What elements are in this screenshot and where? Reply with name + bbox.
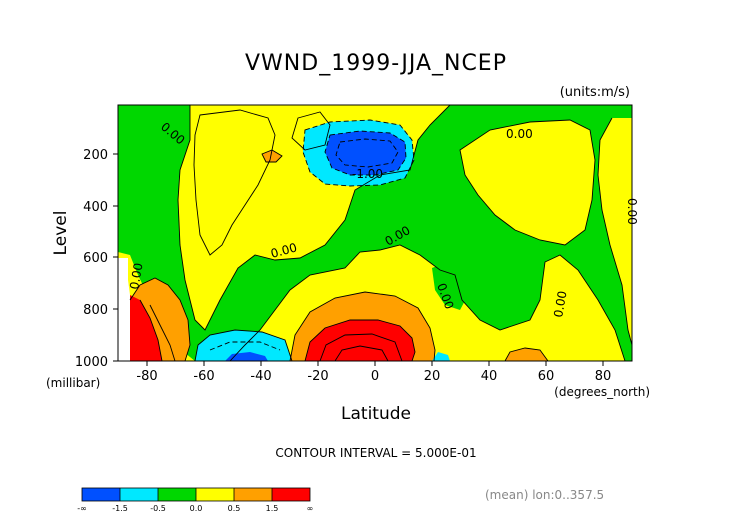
contour-label: -1.00 [352,167,383,181]
y-tick-label: 400 [83,200,108,215]
y-tick-label: 600 [83,251,108,266]
colorbar-label: 0.0 [190,504,203,513]
colorbar-label: ∞ [307,504,314,513]
red-region-left [130,295,162,361]
contour-label: 0.00 [551,290,569,319]
x-axis [146,361,604,366]
x-axis-label: Latitude [341,404,411,424]
x-tick-label: 20 [424,369,441,384]
contour-label: 0.00 [506,127,533,141]
orange-region-right [505,348,548,361]
y-tick-label: 200 [83,148,108,163]
contour-field [118,105,632,361]
chart-title: VWND_1999-JJA_NCEP [245,51,507,76]
contour-interval-text: CONTOUR INTERVAL = 5.000E-01 [275,446,476,460]
colorbar-label: 0.5 [228,504,241,513]
x-tick-label: 0 [371,369,379,384]
x-tick-label: 60 [538,369,555,384]
y-tick-labels: 200 400 600 800 1000 [75,148,108,370]
cyan-region-lower [195,330,292,361]
x-unit-label: (degrees_north) [554,385,650,399]
missing-data-area [118,258,130,361]
mean-text: (mean) lon:0..357.5 [485,488,604,502]
units-label: (units:m/s) [560,85,630,100]
x-tick-label: -20 [307,369,328,384]
y-axis [113,153,118,362]
red-region-center [305,320,415,361]
y-tick-label: 1000 [75,355,108,370]
colorbar: -∞ -1.5 -0.5 0.0 0.5 1.5 ∞ [77,487,314,513]
x-tick-label: -80 [136,369,157,384]
contour-label: 0.00 [127,262,145,291]
orange-region-left [130,278,190,361]
x-tick-label: -40 [250,369,271,384]
colorbar-label: -0.5 [150,504,166,513]
y-tick-label: 800 [83,303,108,318]
colorbar-label: -∞ [77,504,87,513]
x-tick-label: 40 [481,369,498,384]
colorbar-label: -1.5 [112,504,128,513]
x-tick-label: 80 [595,369,612,384]
y-unit-label: (millibar) [46,376,100,390]
contour-label: 0.00 [269,240,298,260]
y-axis-label: Level [51,211,71,256]
colorbar-label: 1.5 [266,504,279,513]
x-tick-labels: -80 -60 -40 -20 0 20 40 60 80 [136,369,611,384]
x-tick-label: -60 [193,369,214,384]
